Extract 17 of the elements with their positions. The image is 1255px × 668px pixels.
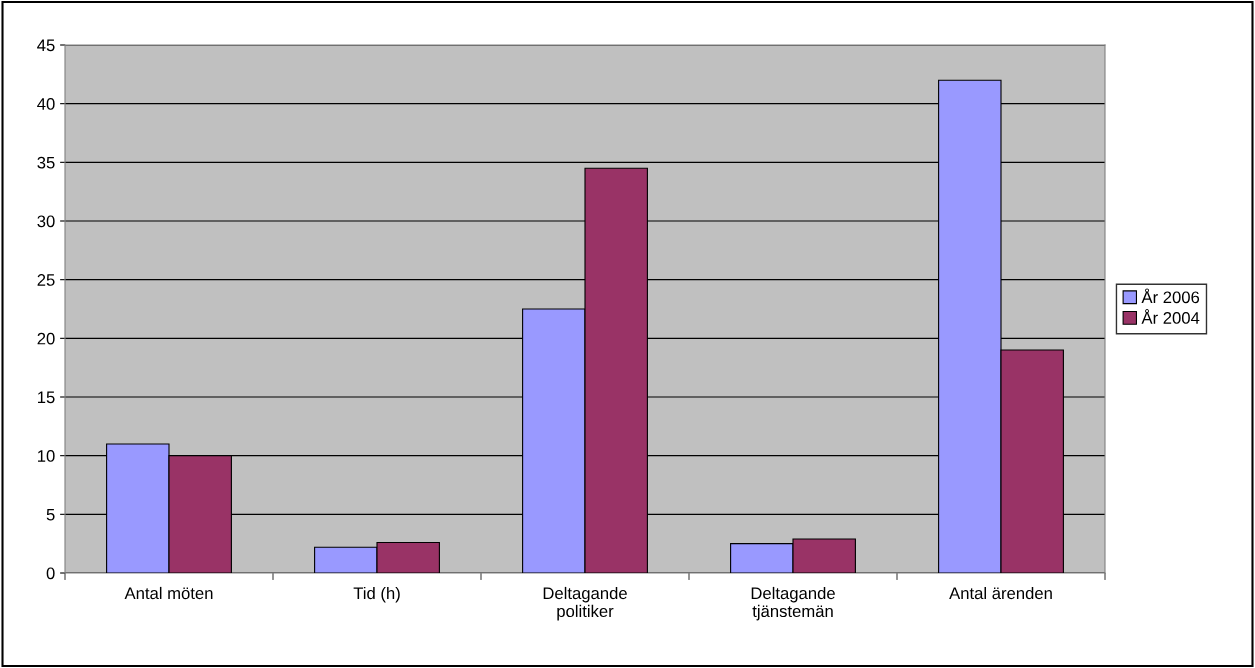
x-tick-label: Deltagande politiker — [543, 586, 627, 621]
y-tick-label: 15 — [38, 391, 55, 404]
y-tick-label: 30 — [37, 215, 55, 228]
y-tick-label: 35 — [37, 156, 55, 169]
y-tick-label: 5 — [46, 508, 55, 521]
legend-label: År 2006 — [1141, 288, 1200, 304]
x-tick-label: Antal ärenden — [949, 586, 1052, 600]
y-tick-label: 25 — [37, 274, 55, 286]
y-tick-label: 0 — [46, 567, 55, 580]
y-tick-label: 45 — [37, 39, 55, 52]
y-tick-label: 10 — [38, 450, 55, 462]
y-tick-label: 40 — [37, 98, 55, 110]
x-tick-label: Antal möten — [124, 586, 213, 600]
x-tick-label: Deltagande tjänstemän — [751, 586, 835, 621]
y-tick-label: 20 — [37, 332, 55, 345]
legend-label: År 2004 — [1141, 309, 1200, 324]
x-tick-label: Tid (h) — [353, 586, 400, 603]
